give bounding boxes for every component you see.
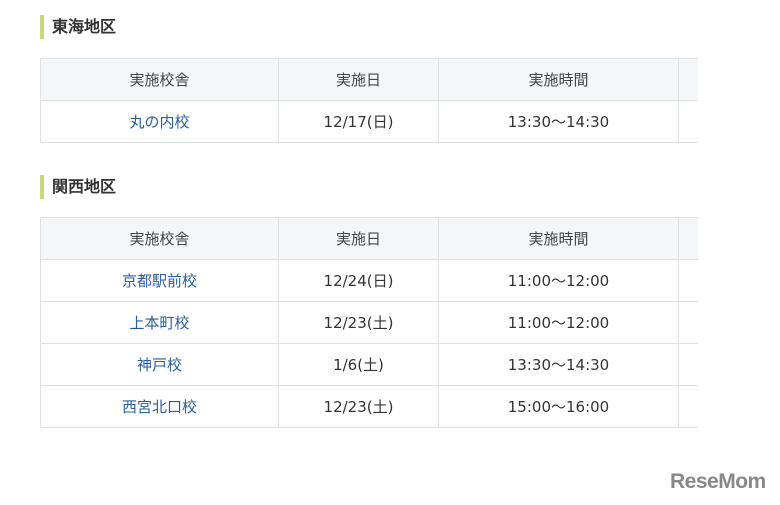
header-date: 実施日: [278, 217, 439, 260]
school-link[interactable]: 西宮北口校: [40, 385, 279, 428]
table-row: 西宮北口校 12/23(土) 15:00～16:00: [40, 385, 698, 428]
table-header-row: 実施校舎 実施日 実施時間: [40, 217, 698, 260]
extra-cell: [678, 343, 698, 386]
date-cell: 12/23(土): [278, 385, 439, 428]
date-cell: 12/24(日): [278, 259, 439, 302]
time-cell: 13:30～14:30: [438, 100, 679, 143]
school-link[interactable]: 神戸校: [40, 343, 279, 386]
date-cell: 12/17(日): [278, 100, 439, 143]
kansai-schedule-table: 実施校舎 実施日 実施時間 京都駅前校 12/24(日) 11:00～12:00…: [40, 217, 698, 428]
time-cell: 15:00～16:00: [438, 385, 679, 428]
header-extra: [678, 58, 698, 101]
extra-cell: [678, 301, 698, 344]
extra-cell: [678, 259, 698, 302]
school-link[interactable]: 京都駅前校: [40, 259, 279, 302]
date-cell: 12/23(土): [278, 301, 439, 344]
school-link[interactable]: 上本町校: [40, 301, 279, 344]
time-cell: 13:30～14:30: [438, 343, 679, 386]
header-time: 実施時間: [438, 217, 679, 260]
school-link[interactable]: 丸の内校: [40, 100, 279, 143]
table-row: 丸の内校 12/17(日) 13:30～14:30: [40, 100, 698, 143]
header-date: 実施日: [278, 58, 439, 101]
extra-cell: [678, 385, 698, 428]
time-cell: 11:00～12:00: [438, 259, 679, 302]
resemom-logo: ReseMom: [670, 470, 766, 493]
extra-cell: [678, 100, 698, 143]
table-header-row: 実施校舎 実施日 実施時間: [40, 58, 698, 101]
table-row: 京都駅前校 12/24(日) 11:00～12:00: [40, 259, 698, 302]
header-school: 実施校舎: [40, 58, 279, 101]
header-extra: [678, 217, 698, 260]
header-time: 実施時間: [438, 58, 679, 101]
tokai-schedule-table: 実施校舎 実施日 実施時間 丸の内校 12/17(日) 13:30～14:30: [40, 58, 698, 143]
section-heading-tokai: 東海地区: [40, 15, 116, 39]
table-row: 上本町校 12/23(土) 11:00～12:00: [40, 301, 698, 344]
table-row: 神戸校 1/6(土) 13:30～14:30: [40, 343, 698, 386]
header-school: 実施校舎: [40, 217, 279, 260]
section-heading-kansai: 関西地区: [40, 175, 116, 199]
date-cell: 1/6(土): [278, 343, 439, 386]
time-cell: 11:00～12:00: [438, 301, 679, 344]
